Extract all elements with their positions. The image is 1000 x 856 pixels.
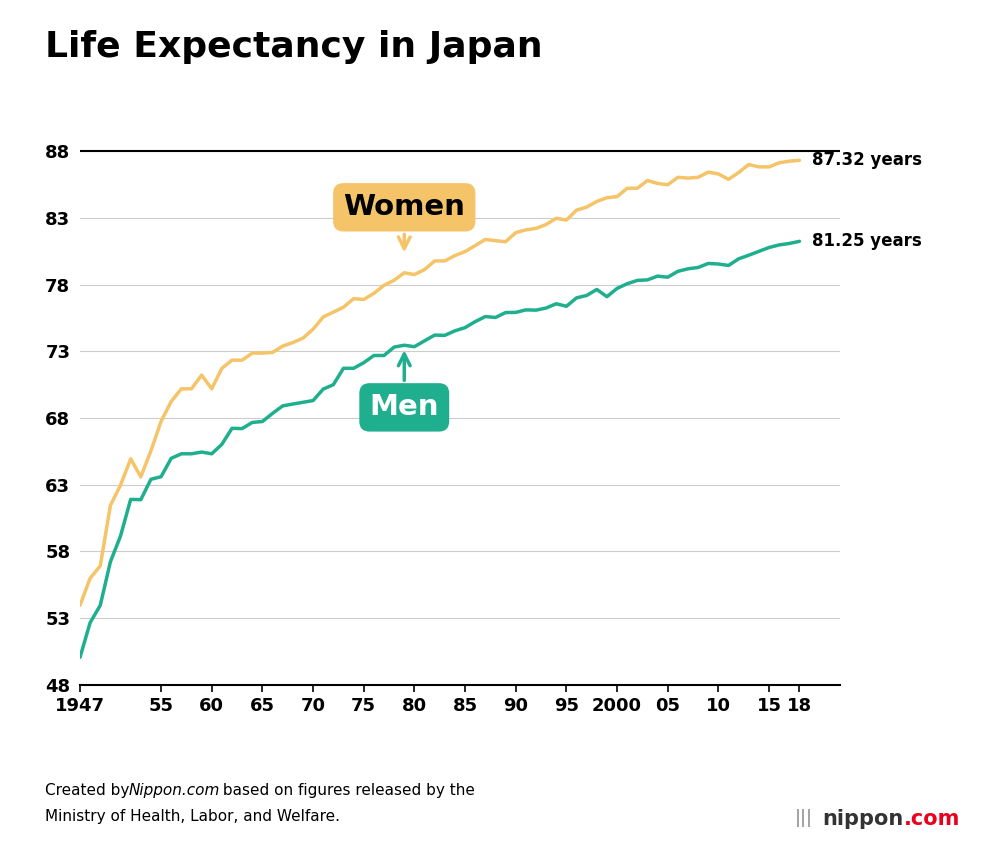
Text: 87.32 years: 87.32 years <box>812 152 922 169</box>
Text: Life Expectancy in Japan: Life Expectancy in Japan <box>45 30 543 64</box>
Text: Women: Women <box>343 193 465 248</box>
Text: nippon: nippon <box>822 809 903 829</box>
Text: Men: Men <box>370 354 439 421</box>
Text: Nippon.com: Nippon.com <box>128 783 220 799</box>
Text: .com: .com <box>904 809 960 829</box>
Text: Ministry of Health, Labor, and Welfare.: Ministry of Health, Labor, and Welfare. <box>45 809 340 824</box>
Text: based on figures released by the: based on figures released by the <box>218 783 475 799</box>
Text: 81.25 years: 81.25 years <box>812 232 921 250</box>
Text: |||: ||| <box>795 809 813 827</box>
Text: Created by: Created by <box>45 783 134 799</box>
